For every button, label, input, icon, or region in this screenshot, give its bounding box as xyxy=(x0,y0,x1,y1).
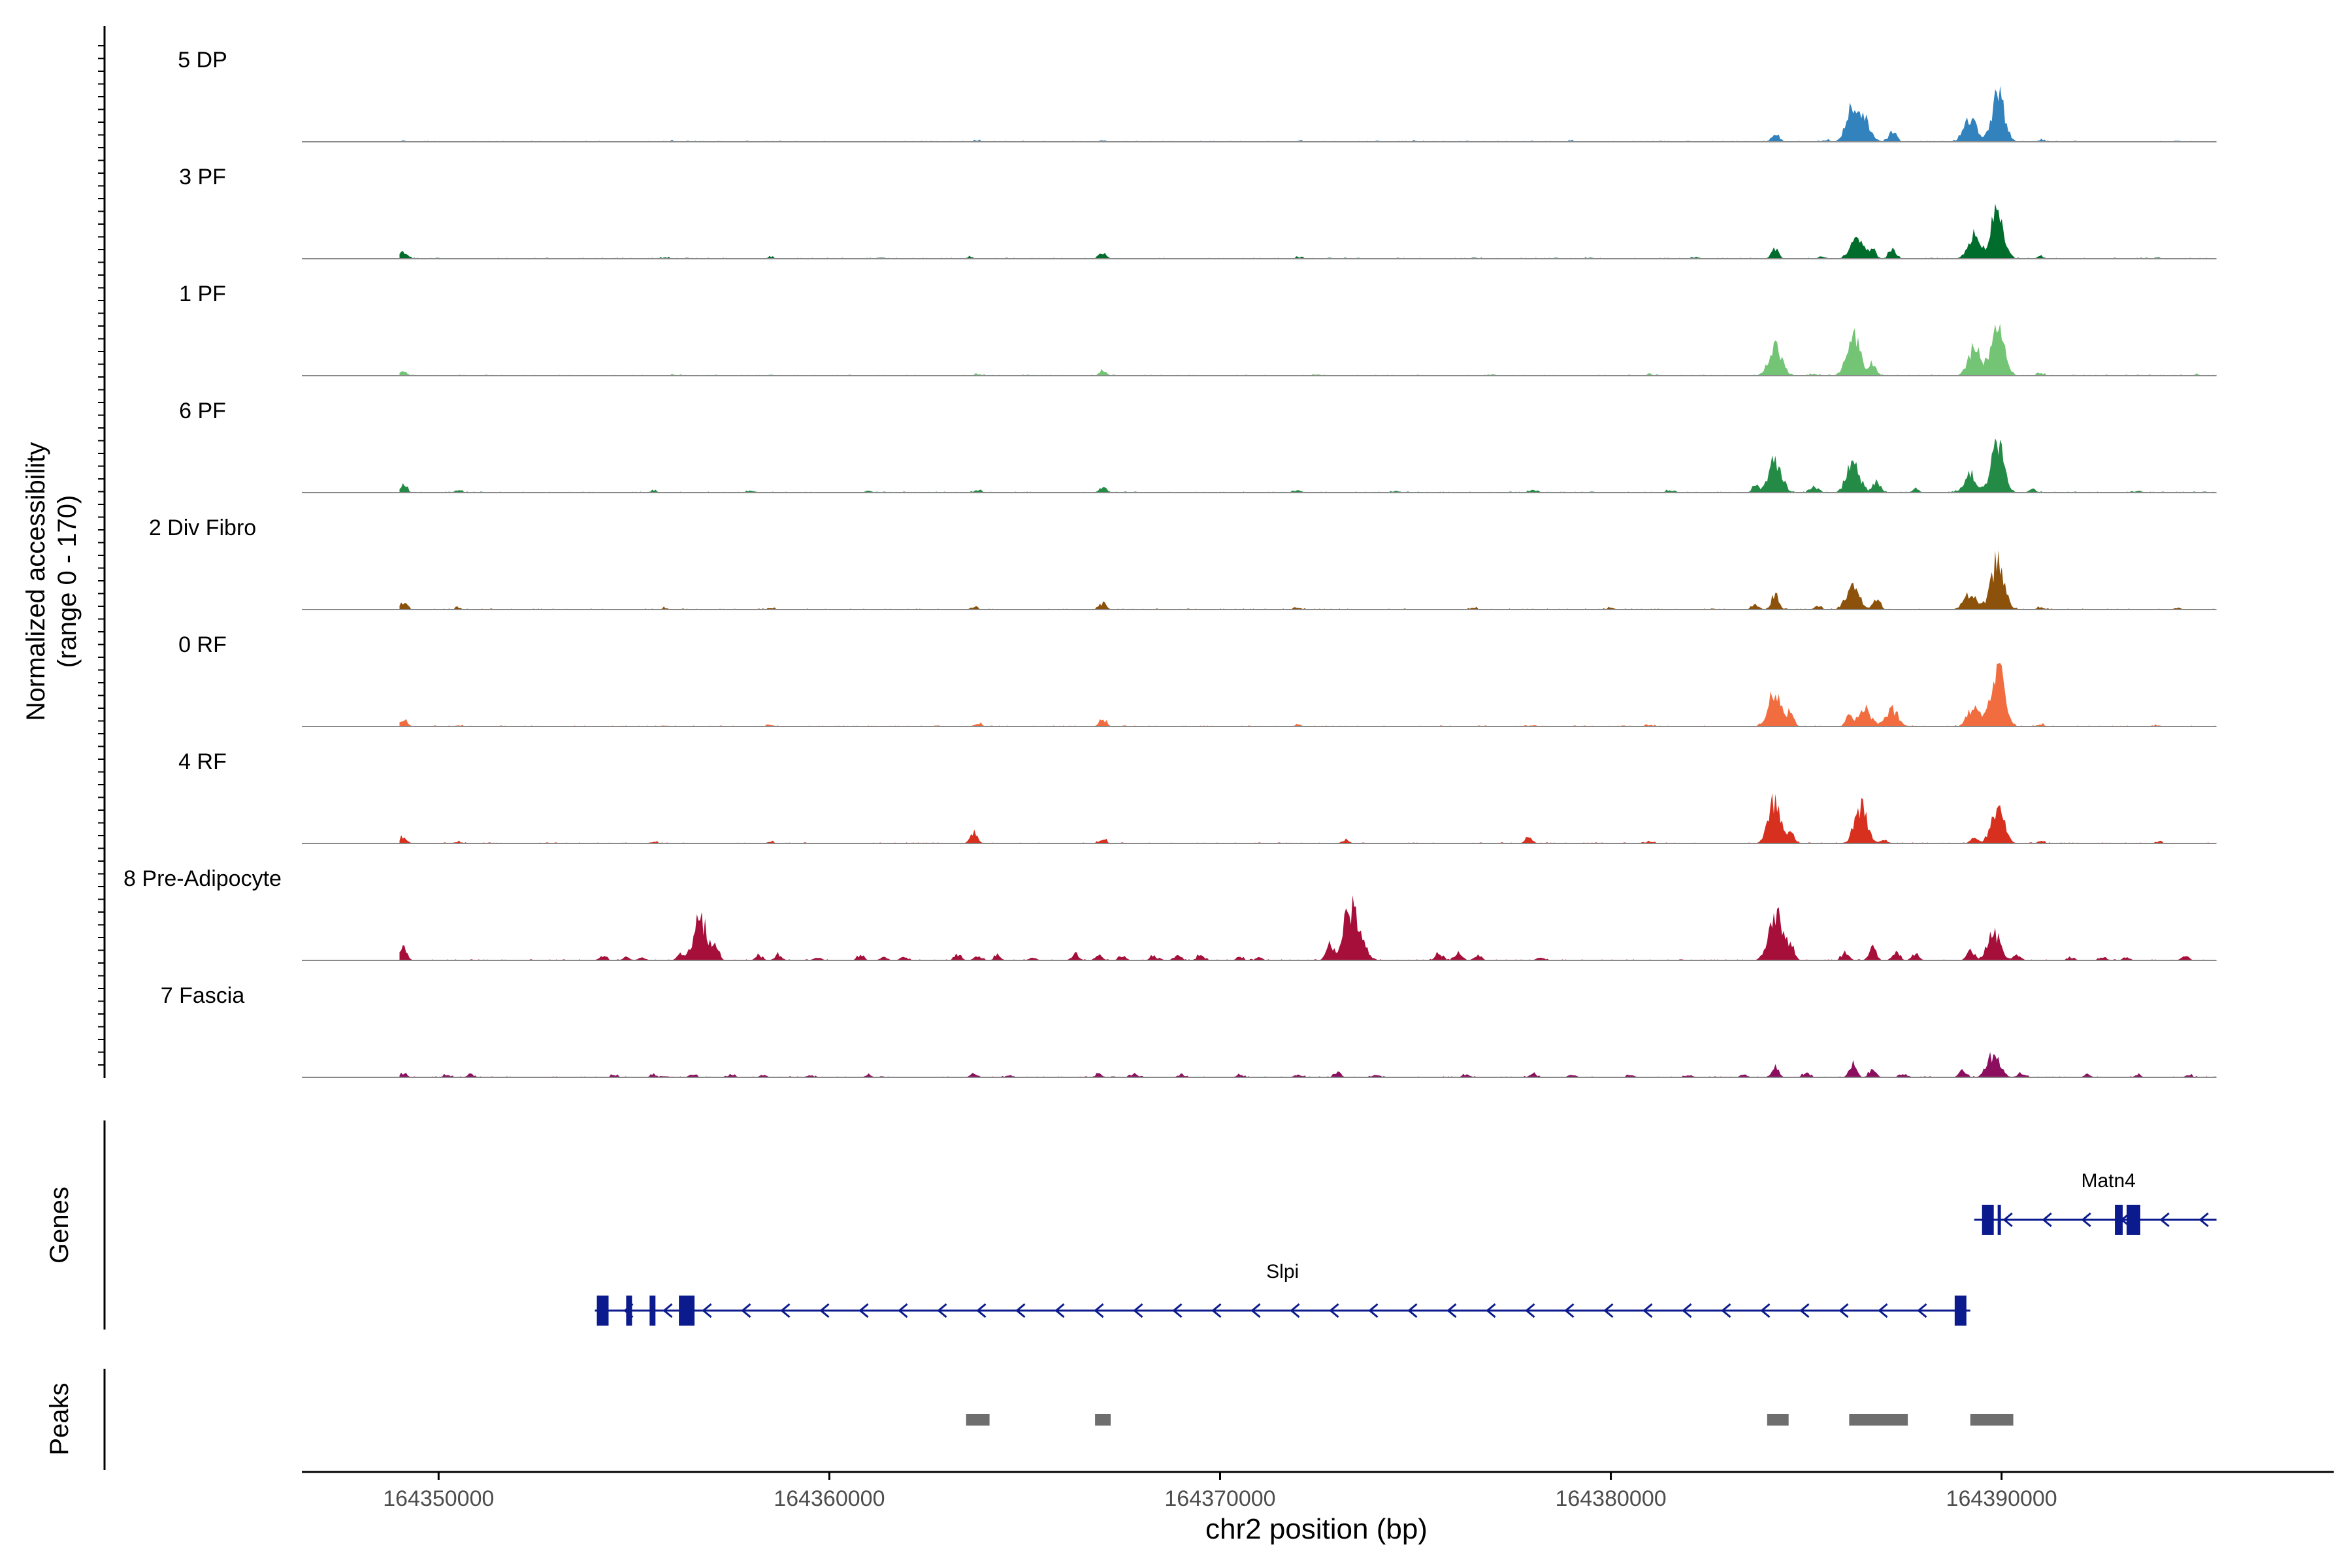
strand-chevron xyxy=(819,1303,830,1318)
gene-exon xyxy=(679,1296,695,1326)
track-5: 0 RF xyxy=(178,632,2217,727)
track-label: 3 PF xyxy=(179,165,226,189)
gene-label: Matn4 xyxy=(2081,1170,2135,1192)
coverage-y-axis: Normalized accessibility (range 0 - 170) xyxy=(22,26,106,1078)
strand-chevron xyxy=(1838,1303,1849,1318)
x-axis-label: chr2 position (bp) xyxy=(1205,1513,1428,1545)
track-label: 1 PF xyxy=(179,282,226,306)
strand-chevron xyxy=(898,1303,908,1318)
x-tick-label: 164380000 xyxy=(1555,1486,1666,1511)
track-label: 5 DP xyxy=(178,48,227,73)
peak-region xyxy=(966,1414,990,1426)
peak-region xyxy=(1970,1414,2014,1426)
x-tick-label: 164360000 xyxy=(774,1486,885,1511)
y-axis-label-line1: Normalized accessibility xyxy=(22,442,50,721)
peak-region xyxy=(1095,1414,1111,1426)
strand-chevron xyxy=(2002,1212,2013,1228)
gene-exon xyxy=(2127,1205,2140,1235)
strand-chevron xyxy=(1682,1303,1692,1318)
track-7: 8 Pre-Adipocyte xyxy=(123,866,2217,961)
strand-chevron xyxy=(662,1303,673,1318)
strand-chevron xyxy=(1917,1303,1927,1318)
gene-models: Matn4 Slpi xyxy=(595,1170,2217,1326)
strand-chevron xyxy=(976,1303,987,1318)
strand-chevron xyxy=(1250,1303,1261,1318)
coverage-area xyxy=(399,86,2217,142)
strand-chevron xyxy=(1486,1303,1496,1318)
strand-chevron xyxy=(1603,1303,1614,1318)
coverage-area xyxy=(399,438,2217,493)
strand-chevron xyxy=(1094,1303,1104,1318)
track-6: 4 RF xyxy=(178,749,2217,844)
strand-chevron xyxy=(1054,1303,1065,1318)
coverage-y-ticks xyxy=(98,45,105,1066)
strand-chevron xyxy=(937,1303,947,1318)
track-0: 5 DP xyxy=(178,48,2217,142)
gene-exon xyxy=(649,1296,656,1326)
gene-exon xyxy=(2115,1205,2123,1235)
strand-chevron xyxy=(1446,1303,1457,1318)
strand-chevron xyxy=(741,1303,751,1318)
strand-chevron xyxy=(1329,1303,1339,1318)
coverage-tracks: 5 DP 3 PF 1 PF 6 PF 2 Div Fibro 0 RF 4 RF 8 Pre… xyxy=(123,48,2217,1078)
track-label: 0 RF xyxy=(178,632,227,657)
strand-chevron xyxy=(1290,1303,1300,1318)
x-axis: 164350000 164360000 164370000 164380000 1643… xyxy=(302,1471,2334,1545)
track-4: 2 Div Fibro xyxy=(149,515,2217,610)
strand-chevron xyxy=(1172,1303,1183,1318)
gene-exon xyxy=(626,1296,632,1326)
x-axis-ticks: 164350000 164360000 164370000 164380000 1643… xyxy=(383,1472,2057,1511)
y-axis-label-line2: (range 0 - 170) xyxy=(53,495,82,668)
gene-exon xyxy=(596,1296,609,1326)
track-1: 3 PF xyxy=(179,165,2217,259)
strand-chevron xyxy=(1211,1303,1222,1318)
strand-chevron xyxy=(702,1303,712,1318)
genes-panel: Genes Matn4 Slpi xyxy=(45,1120,2217,1330)
track-label: 8 Pre-Adipocyte xyxy=(123,866,282,891)
strand-chevron xyxy=(1564,1303,1575,1318)
peak-regions xyxy=(966,1414,2014,1426)
strand-chevron xyxy=(1407,1303,1418,1318)
gene-matn4: Matn4 xyxy=(1974,1170,2217,1235)
strand-chevron xyxy=(1642,1303,1653,1318)
peak-region xyxy=(1767,1414,1789,1426)
strand-chevron xyxy=(1721,1303,1731,1318)
genes-axis-label: Genes xyxy=(45,1186,74,1264)
strand-chevron xyxy=(2159,1212,2170,1228)
strand-chevron xyxy=(858,1303,869,1318)
strand-chevron xyxy=(780,1303,791,1318)
track-2: 1 PF xyxy=(179,282,2217,376)
x-tick-label: 164350000 xyxy=(383,1486,494,1511)
track-label: 6 PF xyxy=(179,399,226,423)
peaks-panel: Peaks xyxy=(45,1369,2014,1470)
strand-chevron xyxy=(1525,1303,1535,1318)
gene-exon xyxy=(1954,1296,1967,1326)
gene-label: Slpi xyxy=(1266,1261,1299,1282)
strand-chevron xyxy=(2081,1212,2091,1228)
track-3: 6 PF xyxy=(179,399,2217,493)
strand-chevron xyxy=(1015,1303,1026,1318)
strand-chevron xyxy=(1760,1303,1771,1318)
strand-chevron xyxy=(1799,1303,1810,1318)
track-label: 4 RF xyxy=(178,749,227,774)
gene-exon xyxy=(1997,1205,2001,1235)
track-label: 2 Div Fibro xyxy=(149,515,256,540)
track-8: 7 Fascia xyxy=(161,983,2217,1078)
coverage-area xyxy=(399,323,2217,376)
strand-chevron xyxy=(1133,1303,1143,1318)
strand-chevron xyxy=(1368,1303,1379,1318)
coverage-area xyxy=(399,1052,2217,1077)
strand-chevron xyxy=(2198,1212,2209,1228)
gene-slpi: Slpi xyxy=(595,1261,1970,1326)
peaks-axis-label: Peaks xyxy=(45,1382,74,1455)
strand-chevron xyxy=(2042,1212,2052,1228)
track-label: 7 Fascia xyxy=(161,983,245,1008)
gene-exon xyxy=(1982,1205,1994,1235)
peak-region xyxy=(1849,1414,1908,1426)
x-tick-label: 164370000 xyxy=(1164,1486,1275,1511)
strand-chevron xyxy=(1878,1303,1888,1318)
x-tick-label: 164390000 xyxy=(1946,1486,2057,1511)
